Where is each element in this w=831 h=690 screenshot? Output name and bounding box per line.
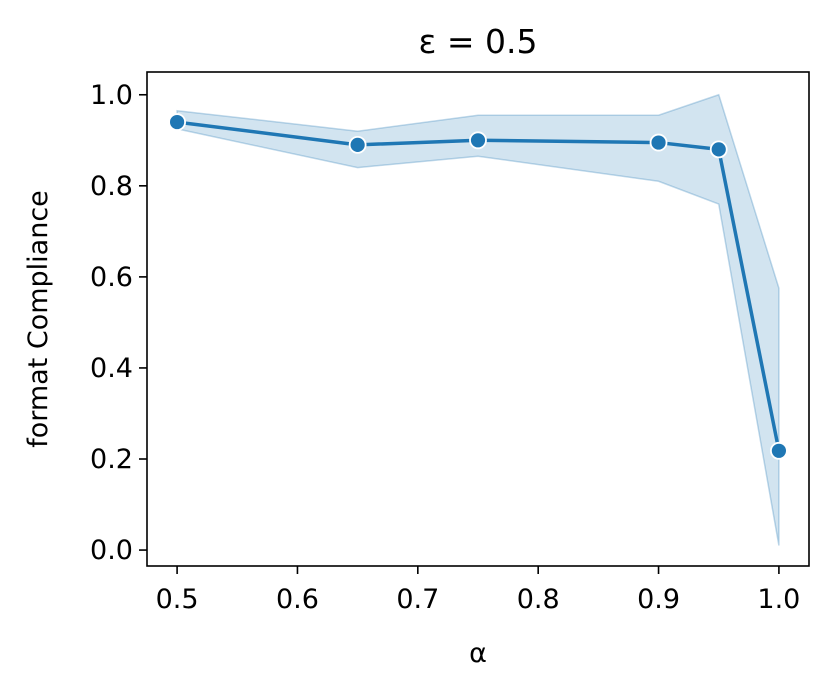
data-point [168,113,186,131]
x-axis-label: α [469,638,487,669]
x-tick-label: 0.6 [276,584,319,615]
data-point [469,131,487,150]
data-point [709,140,728,159]
y-tick-label: 0.0 [90,535,133,566]
y-tick-label: 0.8 [90,171,133,202]
y-tick-label: 1.0 [90,80,133,111]
x-tick-label: 0.7 [396,584,439,615]
plot-area [168,93,788,546]
x-axis: 0.5 0.6 0.7 0.8 0.9 1.0 [156,566,800,615]
y-tick-label: 0.6 [90,262,133,293]
y-tick-label: 0.2 [90,444,133,475]
y-tick-label: 0.4 [90,353,133,384]
confidence-band [176,93,780,546]
x-tick-label: 1.0 [757,584,800,615]
x-tick-label: 0.5 [156,584,199,615]
data-point [770,441,788,460]
series-line [176,120,781,452]
y-axis: 0.0 0.2 0.4 0.6 0.8 1.0 [90,80,147,566]
axes-frame [146,71,810,567]
x-tick-label: 0.9 [637,584,680,615]
x-tick-label: 0.8 [517,584,560,615]
y-axis-label: format Compliance [23,190,54,448]
chart-title: ε = 0.5 [419,22,538,61]
data-point [649,133,668,152]
data-point [348,135,367,154]
